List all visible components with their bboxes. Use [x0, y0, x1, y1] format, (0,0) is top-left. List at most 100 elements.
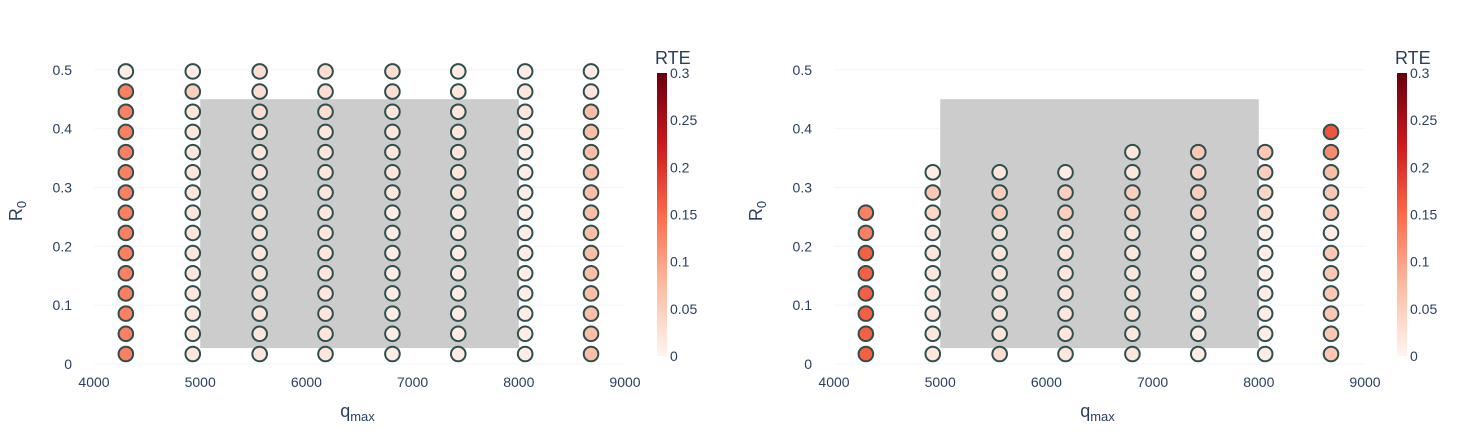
- data-point[interactable]: [1124, 325, 1141, 343]
- data-point[interactable]: [384, 285, 401, 302]
- data-point[interactable]: [1189, 325, 1207, 343]
- data-point[interactable]: [117, 123, 135, 141]
- data-point[interactable]: [117, 103, 135, 121]
- data-point[interactable]: [582, 83, 600, 100]
- data-point[interactable]: [317, 143, 334, 161]
- data-point[interactable]: [1124, 305, 1141, 322]
- data-point[interactable]: [516, 164, 534, 181]
- data-point[interactable]: [449, 123, 467, 141]
- data-point[interactable]: [184, 244, 202, 262]
- data-point[interactable]: [516, 123, 534, 141]
- data-point[interactable]: [251, 184, 268, 201]
- data-point[interactable]: [317, 345, 334, 363]
- data-point[interactable]: [1189, 345, 1207, 363]
- data-point[interactable]: [117, 83, 135, 100]
- data-point[interactable]: [1189, 204, 1207, 222]
- data-point[interactable]: [1189, 305, 1207, 322]
- data-point[interactable]: [117, 164, 135, 181]
- data-point[interactable]: [1124, 164, 1141, 181]
- data-point[interactable]: [449, 184, 467, 201]
- data-point[interactable]: [924, 345, 942, 363]
- data-point[interactable]: [582, 325, 600, 343]
- data-point[interactable]: [924, 204, 942, 222]
- data-point[interactable]: [1124, 143, 1141, 161]
- data-point[interactable]: [449, 325, 467, 343]
- data-point[interactable]: [582, 224, 600, 242]
- data-point[interactable]: [317, 83, 334, 100]
- data-point[interactable]: [857, 305, 875, 322]
- data-point[interactable]: [1124, 244, 1141, 262]
- data-point[interactable]: [449, 224, 467, 242]
- data-point[interactable]: [317, 285, 334, 302]
- data-point[interactable]: [991, 264, 1008, 282]
- data-point[interactable]: [317, 244, 334, 262]
- data-point[interactable]: [1057, 325, 1074, 343]
- data-point[interactable]: [251, 123, 268, 141]
- data-point[interactable]: [251, 164, 268, 181]
- data-point[interactable]: [924, 244, 942, 262]
- data-point[interactable]: [1057, 264, 1074, 282]
- data-point[interactable]: [384, 244, 401, 262]
- data-point[interactable]: [1189, 224, 1207, 242]
- data-point[interactable]: [184, 184, 202, 201]
- data-point[interactable]: [582, 204, 600, 222]
- data-point[interactable]: [516, 305, 534, 322]
- data-point[interactable]: [1256, 164, 1274, 181]
- data-point[interactable]: [991, 164, 1008, 181]
- data-point[interactable]: [1124, 345, 1141, 363]
- data-point[interactable]: [449, 83, 467, 100]
- data-point[interactable]: [184, 224, 202, 242]
- data-point[interactable]: [449, 63, 467, 80]
- data-point[interactable]: [251, 244, 268, 262]
- data-point[interactable]: [251, 264, 268, 282]
- data-point[interactable]: [117, 244, 135, 262]
- data-point[interactable]: [1057, 244, 1074, 262]
- data-point[interactable]: [117, 345, 135, 363]
- data-point[interactable]: [1322, 325, 1340, 343]
- data-point[interactable]: [1322, 264, 1340, 282]
- data-point[interactable]: [1256, 204, 1274, 222]
- data-point[interactable]: [582, 285, 600, 302]
- data-point[interactable]: [857, 224, 875, 242]
- data-point[interactable]: [384, 345, 401, 363]
- data-point[interactable]: [449, 264, 467, 282]
- data-point[interactable]: [317, 305, 334, 322]
- data-point[interactable]: [184, 305, 202, 322]
- data-point[interactable]: [184, 264, 202, 282]
- data-point[interactable]: [117, 224, 135, 242]
- data-point[interactable]: [449, 143, 467, 161]
- data-point[interactable]: [857, 244, 875, 262]
- data-point[interactable]: [1322, 123, 1340, 141]
- data-point[interactable]: [1057, 224, 1074, 242]
- data-point[interactable]: [117, 184, 135, 201]
- data-point[interactable]: [516, 103, 534, 121]
- data-point[interactable]: [924, 184, 942, 201]
- data-point[interactable]: [184, 325, 202, 343]
- data-point[interactable]: [1322, 204, 1340, 222]
- data-point[interactable]: [117, 204, 135, 222]
- data-point[interactable]: [117, 143, 135, 161]
- data-point[interactable]: [317, 325, 334, 343]
- data-point[interactable]: [1124, 224, 1141, 242]
- data-point[interactable]: [1124, 184, 1141, 201]
- data-point[interactable]: [1322, 143, 1340, 161]
- data-point[interactable]: [251, 224, 268, 242]
- data-point[interactable]: [1256, 224, 1274, 242]
- data-point[interactable]: [1124, 204, 1141, 222]
- data-point[interactable]: [1057, 285, 1074, 302]
- data-point[interactable]: [117, 305, 135, 322]
- data-point[interactable]: [1057, 164, 1074, 181]
- data-point[interactable]: [1256, 305, 1274, 322]
- data-point[interactable]: [1124, 285, 1141, 302]
- data-point[interactable]: [251, 325, 268, 343]
- data-point[interactable]: [449, 285, 467, 302]
- data-point[interactable]: [582, 244, 600, 262]
- data-point[interactable]: [516, 224, 534, 242]
- data-point[interactable]: [384, 305, 401, 322]
- data-point[interactable]: [251, 204, 268, 222]
- data-point[interactable]: [251, 83, 268, 100]
- data-point[interactable]: [516, 285, 534, 302]
- data-point[interactable]: [1322, 164, 1340, 181]
- data-point[interactable]: [1256, 244, 1274, 262]
- data-point[interactable]: [857, 204, 875, 222]
